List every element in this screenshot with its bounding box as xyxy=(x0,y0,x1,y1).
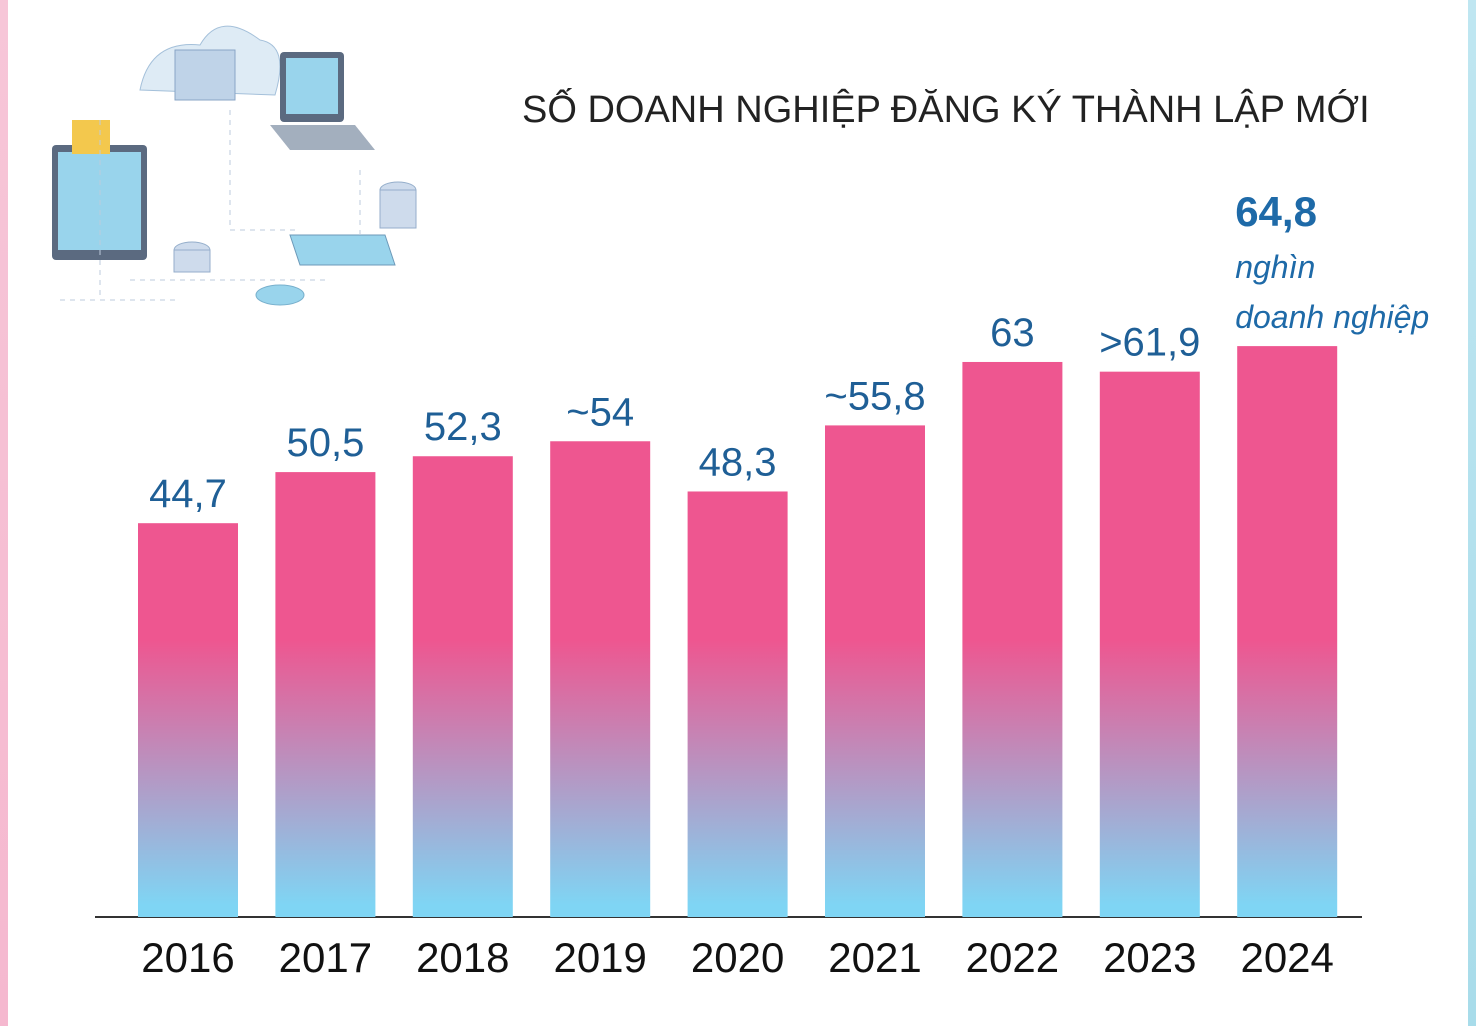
x-tick-label: 2018 xyxy=(416,934,509,981)
edge-left xyxy=(0,0,8,1026)
x-tick-label: 2020 xyxy=(691,934,784,981)
bar xyxy=(412,456,513,917)
unit-label: doanh nghiệp xyxy=(1235,299,1429,335)
value-label: 44,7 xyxy=(149,472,227,516)
x-tick-label: 2016 xyxy=(141,934,234,981)
bar xyxy=(1099,371,1200,917)
value-label: 52,3 xyxy=(424,405,502,449)
x-tick-label: 2021 xyxy=(828,934,921,981)
x-tick-label: 2024 xyxy=(1240,934,1333,981)
value-label: 48,3 xyxy=(699,440,777,484)
bar xyxy=(962,361,1063,918)
value-label: ~54 xyxy=(566,390,634,434)
x-tick-label: 2017 xyxy=(279,934,372,981)
bar xyxy=(687,491,788,917)
value-label: 50,5 xyxy=(286,421,364,465)
bar xyxy=(275,472,376,917)
bar xyxy=(825,425,925,917)
chart-title: SỐ DOANH NGHIỆP ĐĂNG KÝ THÀNH LẬP MỚI xyxy=(522,86,1370,131)
illustration xyxy=(52,25,417,306)
value-label: 63 xyxy=(990,311,1035,355)
bar xyxy=(138,523,238,917)
value-label: ~55,8 xyxy=(824,374,925,418)
x-tick-label: 2022 xyxy=(966,934,1059,981)
unit-label: nghìn xyxy=(1235,249,1315,285)
value-label: >61,9 xyxy=(1099,321,1200,365)
x-tick-label: 2023 xyxy=(1103,934,1196,981)
bar xyxy=(1237,346,1338,917)
value-label: 64,8 xyxy=(1235,188,1317,235)
bar xyxy=(550,441,651,917)
edge-right xyxy=(1468,0,1476,1026)
x-tick-label: 2019 xyxy=(553,934,646,981)
